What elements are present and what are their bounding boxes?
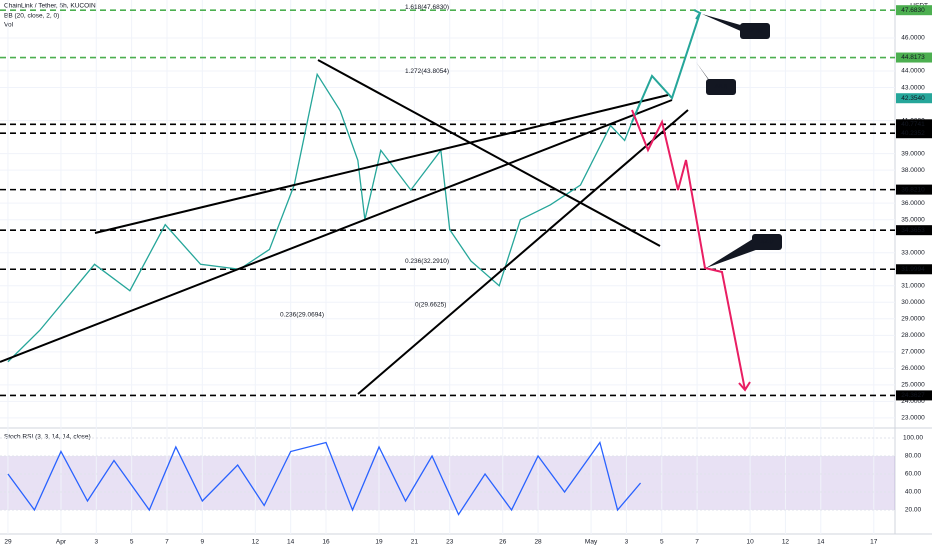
y-tick-label: 100.00 [903, 435, 923, 442]
stoch-line [7, 440, 642, 516]
x-tick-label: 12 [782, 539, 790, 546]
y-tick-label: 20.00 [905, 507, 922, 514]
x-tick-label: 10 [746, 539, 754, 546]
y-tick-label: 30.0000 [901, 299, 925, 306]
x-tick-label: 23 [446, 539, 454, 546]
y-tick-label: 23.0000 [901, 415, 925, 422]
y-tick-label: 80.00 [905, 453, 922, 460]
trend-line [94, 94, 669, 234]
fib-label: 0.236(29.0694) [280, 311, 324, 318]
x-tick-label: 7 [695, 539, 699, 546]
trend-line [357, 109, 689, 395]
x-tick-label: 19 [375, 539, 383, 546]
level-badge [896, 390, 932, 401]
y-tick-label: 36.0000 [901, 200, 925, 207]
y-tick-label: 46.0000 [901, 35, 925, 42]
stoch-title: Stoch RSI (3, 3, 14, 14, close) [4, 434, 91, 441]
y-tick-label: 43.0000 [901, 84, 925, 91]
fib-label: 1.618(47.6830) [405, 4, 449, 11]
trend-lines [0, 59, 689, 395]
y-tick-label: 26.0000 [901, 365, 925, 372]
x-tick-label: 9 [201, 539, 205, 546]
x-tick-label: 14 [817, 539, 825, 546]
level-badge-label: 24.3627 [901, 392, 925, 399]
x-tick-label: 28 [534, 539, 542, 546]
bull-projection [631, 12, 701, 123]
y-tick-label: 27.0000 [901, 349, 925, 356]
symbol-title: ChainLink / Tether, 5h, KUCOIN [4, 3, 96, 10]
level-badge [896, 225, 932, 236]
fib-label: 0.236(32.2910) [405, 258, 449, 265]
x-tick-label: 26 [499, 539, 507, 546]
current-price-label: 42.3540 [901, 95, 925, 102]
level-badge [896, 119, 932, 130]
bear-projection [631, 109, 746, 391]
level-badge-label: 36.8210 [901, 186, 925, 193]
x-tick-label: 29 [4, 539, 12, 546]
level-badge [896, 264, 932, 275]
level-badge-label: 34.3653 [901, 227, 925, 234]
x-tick-label: 5 [130, 539, 134, 546]
trend-line [0, 99, 673, 363]
stoch-band [0, 456, 895, 510]
callout-pointer [702, 14, 752, 36]
current-price-badge [896, 93, 932, 104]
bull-arrowhead [693, 9, 702, 20]
y-tick-label: 31.0000 [901, 282, 925, 289]
level-badge [896, 128, 932, 139]
y-tick-label: 39.0000 [901, 150, 925, 157]
level-badge-label: 44.8173 [901, 54, 925, 61]
x-tick-label: 7 [165, 539, 169, 546]
x-tick-label: 3 [94, 539, 98, 546]
callout-box [752, 234, 782, 250]
level-badge-label: 40.2352 [901, 130, 925, 137]
callout-label: 44.8 [715, 84, 728, 91]
indicator-label: BB (20, close, 2, 0) [4, 13, 59, 20]
y-tick-label: 44.0000 [901, 68, 925, 75]
x-tick-label: 12 [252, 539, 260, 546]
level-badge-label: 31.9994 [901, 266, 925, 273]
y-tick-label: 28.0000 [901, 332, 925, 339]
y-tick-label: 40.00 [905, 489, 922, 496]
x-tick-label: 5 [660, 539, 664, 546]
y-tick-label: 33.0000 [901, 249, 925, 256]
indicator-label: Vol [4, 22, 14, 29]
bear-arrowhead [738, 381, 751, 392]
y-tick-label: 29.0000 [901, 316, 925, 323]
callout-label: 47.56 [747, 28, 764, 35]
x-tick-label: May [585, 539, 598, 546]
y-tick-label: 35.0000 [901, 216, 925, 223]
level-badge [896, 184, 932, 195]
level-badge [896, 52, 932, 63]
trend-line [317, 59, 661, 247]
callout-label: 32.0 [761, 239, 774, 246]
callout-pointer [706, 237, 764, 268]
x-tick-label: Apr [56, 539, 67, 546]
callout-box [740, 23, 770, 39]
x-tick-label: 3 [625, 539, 629, 546]
y-tick-label: 60.00 [905, 471, 922, 478]
callout-box [706, 79, 736, 95]
y-tick-label: 24.0000 [901, 398, 925, 405]
y-tick-label: 38.0000 [901, 167, 925, 174]
x-tick-label: 17 [870, 539, 878, 546]
level-badge-label: 40.7741 [901, 121, 925, 128]
y-tick-label: 25.0000 [901, 382, 925, 389]
x-tick-label: 16 [322, 539, 330, 546]
level-badge [896, 5, 932, 16]
x-tick-label: 14 [287, 539, 295, 546]
x-tick-label: 21 [411, 539, 419, 546]
level-badge-label: 47.6830 [901, 7, 925, 14]
fib-label: 1.272(43.8054) [405, 68, 449, 75]
fib-label: 0(29.6625) [415, 302, 446, 309]
